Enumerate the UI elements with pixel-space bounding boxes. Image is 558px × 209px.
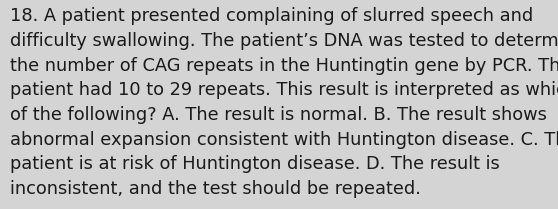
Text: of the following? A. The result is normal. B. The result shows: of the following? A. The result is norma… xyxy=(10,106,547,124)
Text: 18. A patient presented complaining of slurred speech and: 18. A patient presented complaining of s… xyxy=(10,7,533,25)
Text: difficulty swallowing. The patient’s DNA was tested to determine: difficulty swallowing. The patient’s DNA… xyxy=(10,32,558,50)
Text: the number of CAG repeats in the Huntingtin gene by PCR. The: the number of CAG repeats in the Hunting… xyxy=(10,57,558,75)
Text: abnormal expansion consistent with Huntington disease. C. The: abnormal expansion consistent with Hunti… xyxy=(10,131,558,149)
Text: patient had 10 to 29 repeats. This result is interpreted as which: patient had 10 to 29 repeats. This resul… xyxy=(10,81,558,99)
Text: inconsistent, and the test should be repeated.: inconsistent, and the test should be rep… xyxy=(10,180,421,198)
Text: patient is at risk of Huntington disease. D. The result is: patient is at risk of Huntington disease… xyxy=(10,155,500,173)
